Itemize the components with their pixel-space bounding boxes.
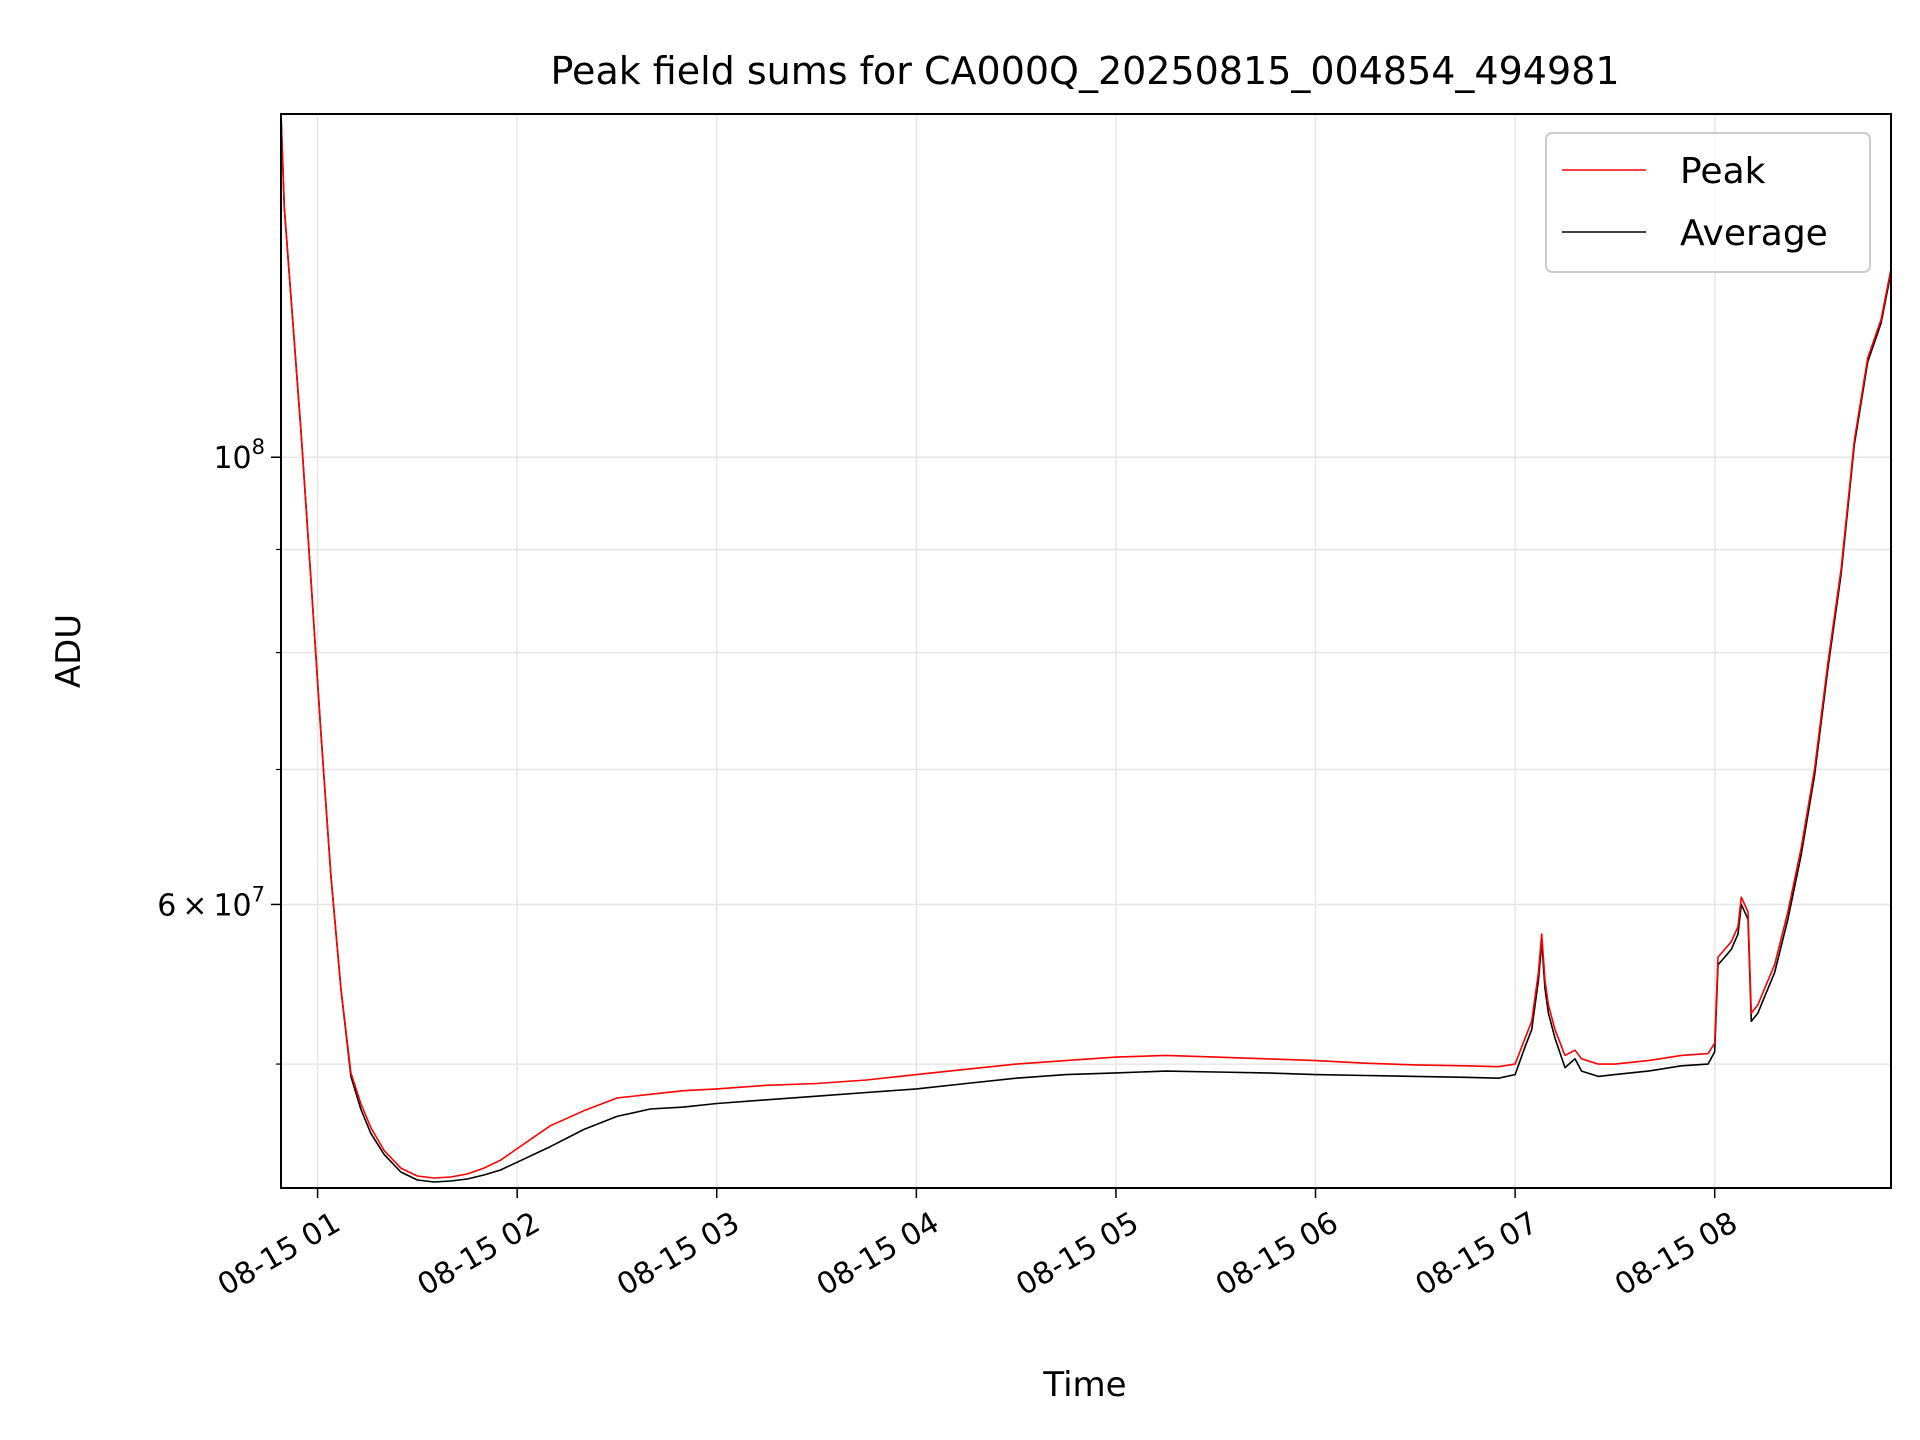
legend-box [1545,132,1871,273]
y-axis: 108 6 × 107 [157,435,281,1065]
legend: Peak Average [1545,132,1871,273]
series-line-peak [280,113,1892,1179]
grid-lines [281,114,1891,1188]
legend-label-peak: Peak [1680,151,1766,192]
plot-area-frame [280,113,1892,1189]
plot-series [280,113,1892,1183]
y-tick-label: 108 [213,435,265,476]
x-axis-label: Time [1042,1365,1126,1405]
y-axis-label: ADU [49,614,89,688]
chart-title: Peak field sums for CA000Q_20250815_0048… [551,49,1620,93]
legend-label-average: Average [1680,213,1828,254]
y-tick-label: 6 × 107 [157,882,265,923]
